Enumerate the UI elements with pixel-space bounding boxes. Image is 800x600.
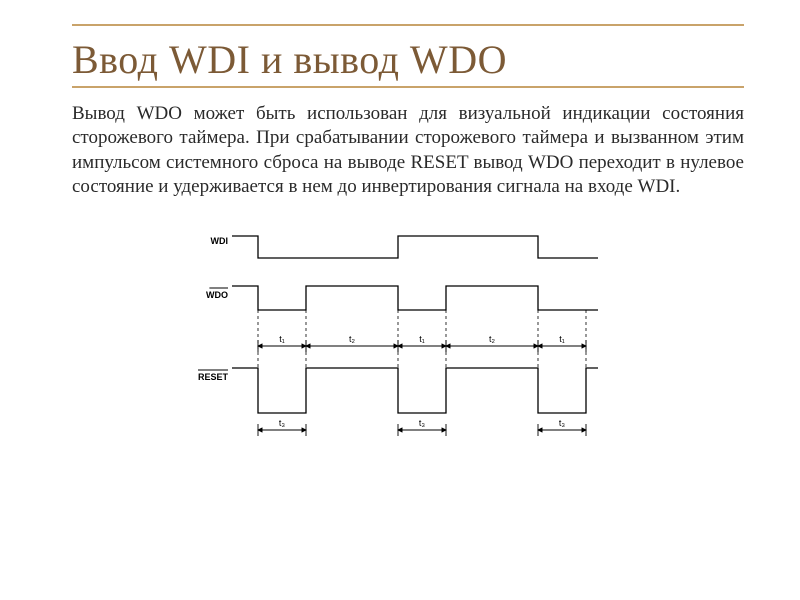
top-rule: [72, 24, 744, 26]
interval-label: t₃: [279, 418, 286, 428]
interval-label: t₁: [559, 334, 565, 344]
interval-label: t₁: [279, 334, 285, 344]
waveform: [232, 236, 598, 258]
slide-title: Ввод WDI и вывод WDO: [72, 36, 744, 83]
signal-label: WDO: [206, 290, 228, 300]
waveform: [232, 286, 598, 310]
signal-label: WDI: [211, 236, 229, 246]
body-paragraph: Вывод WDO может быть использован для виз…: [72, 102, 744, 199]
under-title-rule: [72, 86, 744, 88]
slide: Ввод WDI и вывод WDO Вывод WDO может быт…: [0, 0, 800, 600]
interval-label: t₂: [349, 334, 356, 344]
interval-label: t₂: [489, 334, 496, 344]
interval-label: t₁: [419, 334, 425, 344]
interval-label: t₃: [559, 418, 566, 428]
signal-label: RESET: [198, 372, 228, 382]
interval-label: t₃: [419, 418, 426, 428]
timing-diagram: WDI WDO RESET t₁ t₁ t₁ t₂ t₂ t₃ t₃ t₃: [198, 218, 618, 448]
waveform: [232, 368, 598, 413]
